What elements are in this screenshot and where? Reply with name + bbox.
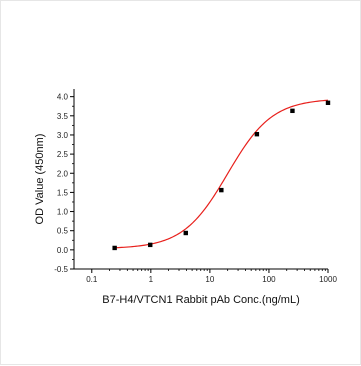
x-tick-label: 1000 — [319, 275, 337, 284]
y-tick-label: 2.0 — [57, 169, 69, 178]
y-axis-title: OD Value (450nm) — [34, 134, 46, 225]
y-tick-label: 0.5 — [57, 227, 69, 236]
data-points — [112, 100, 331, 251]
data-point — [290, 108, 295, 114]
data-point — [183, 230, 188, 236]
y-tick-label: 4.0 — [57, 93, 69, 102]
y-tick-label: 3.5 — [57, 112, 69, 121]
x-axis-title: B7-H4/VTCN1 Rabbit pAb Conc.(ng/mL) — [102, 294, 299, 306]
data-point — [112, 245, 117, 251]
y-tick-label: 1.0 — [57, 208, 69, 217]
y-axis-ticks: -0.5 0.0 0.5 1.0 1.5 2.0 2.5 3.0 3.5 4.0 — [54, 93, 74, 274]
x-tick-label: 100 — [262, 275, 276, 284]
y-tick-label: -0.5 — [54, 265, 68, 274]
x-tick-label: 10 — [205, 275, 214, 284]
axes — [73, 89, 328, 270]
y-tick-label: 3.0 — [57, 131, 69, 140]
y-tick-label: 1.5 — [57, 188, 69, 197]
data-point — [148, 242, 153, 248]
data-point — [254, 131, 260, 137]
data-point — [325, 100, 331, 105]
x-axis-ticks: 0.1 1 10 100 1000 — [86, 269, 337, 284]
fitted-curve — [114, 99, 329, 249]
data-point — [219, 187, 224, 193]
y-tick-label: 2.5 — [57, 150, 69, 159]
x-tick-label: 0.1 — [86, 275, 98, 284]
x-tick-label: 1 — [149, 275, 154, 284]
y-tick-label: 0.0 — [57, 246, 69, 255]
